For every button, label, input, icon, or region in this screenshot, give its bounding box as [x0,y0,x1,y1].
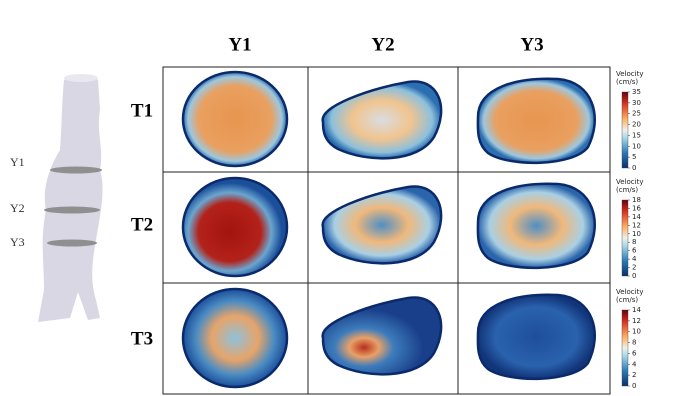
contour-panel [321,185,443,265]
colorbar-title: Velocity [616,70,643,78]
colorbar-tick-label: 14 [632,306,641,314]
row-header: T2 [131,214,153,235]
contour-panel [181,70,289,168]
column-header: Y2 [371,34,394,55]
row-header: T3 [131,328,153,349]
vessel-illustration [38,74,103,322]
colorbar-title: Velocity [616,288,643,296]
column-header: Y3 [520,34,543,55]
colorbar [621,91,629,169]
colorbar-tick-label: 2 [632,264,636,272]
colorbar-tick-label: 0 [632,382,636,390]
colorbar-tick-label: 5 [632,153,636,161]
vessel-label: Y3 [10,235,25,249]
colorbar-tick-label: 6 [632,349,637,357]
colorbar-tick-label: 12 [632,317,641,325]
colorbar-tick-label: 8 [632,339,636,347]
colorbar-tick-label: 6 [632,247,637,255]
colorbar-title: (cm/s) [616,186,638,194]
colorbar-tick-label: 4 [632,255,637,263]
colorbar-tick-label: 35 [632,88,641,96]
colorbar [621,199,629,277]
vessel-label: Y2 [10,201,25,215]
colorbar-tick-label: 16 [632,204,641,212]
row-header: T1 [131,100,153,121]
contour-panel [476,182,596,270]
column-header: Y1 [228,34,251,55]
colorbar-tick-label: 10 [632,328,641,336]
contour-panel [181,287,289,389]
contour-panel [181,176,289,278]
colorbar-tick-label: 14 [632,213,641,221]
colorbar-title: Velocity [616,178,643,186]
colorbar-title: (cm/s) [616,296,638,304]
colorbar-tick-label: 0 [632,272,636,280]
colorbar-tick-label: 15 [632,131,641,139]
colorbar [621,309,629,387]
colorbar-tick-label: 10 [632,142,641,150]
contour-panel [321,80,443,160]
colorbar-tick-label: 8 [632,238,636,246]
contour-panel [476,293,596,381]
colorbar-tick-label: 18 [632,196,641,204]
panel-grid [162,66,611,395]
contour-panel [476,77,596,165]
colorbar-tick-label: 4 [632,360,637,368]
colorbar-tick-label: 30 [632,99,641,107]
colorbar-tick-label: 25 [632,110,641,118]
colorbar-tick-label: 20 [632,121,641,129]
colorbar-title: (cm/s) [616,78,638,86]
colorbar-tick-label: 0 [632,164,636,172]
colorbar-tick-label: 10 [632,230,641,238]
vessel-label: Y1 [10,155,25,169]
colorbar-tick-label: 12 [632,221,641,229]
contour-panel [321,296,443,376]
colorbar-tick-label: 2 [632,371,636,379]
